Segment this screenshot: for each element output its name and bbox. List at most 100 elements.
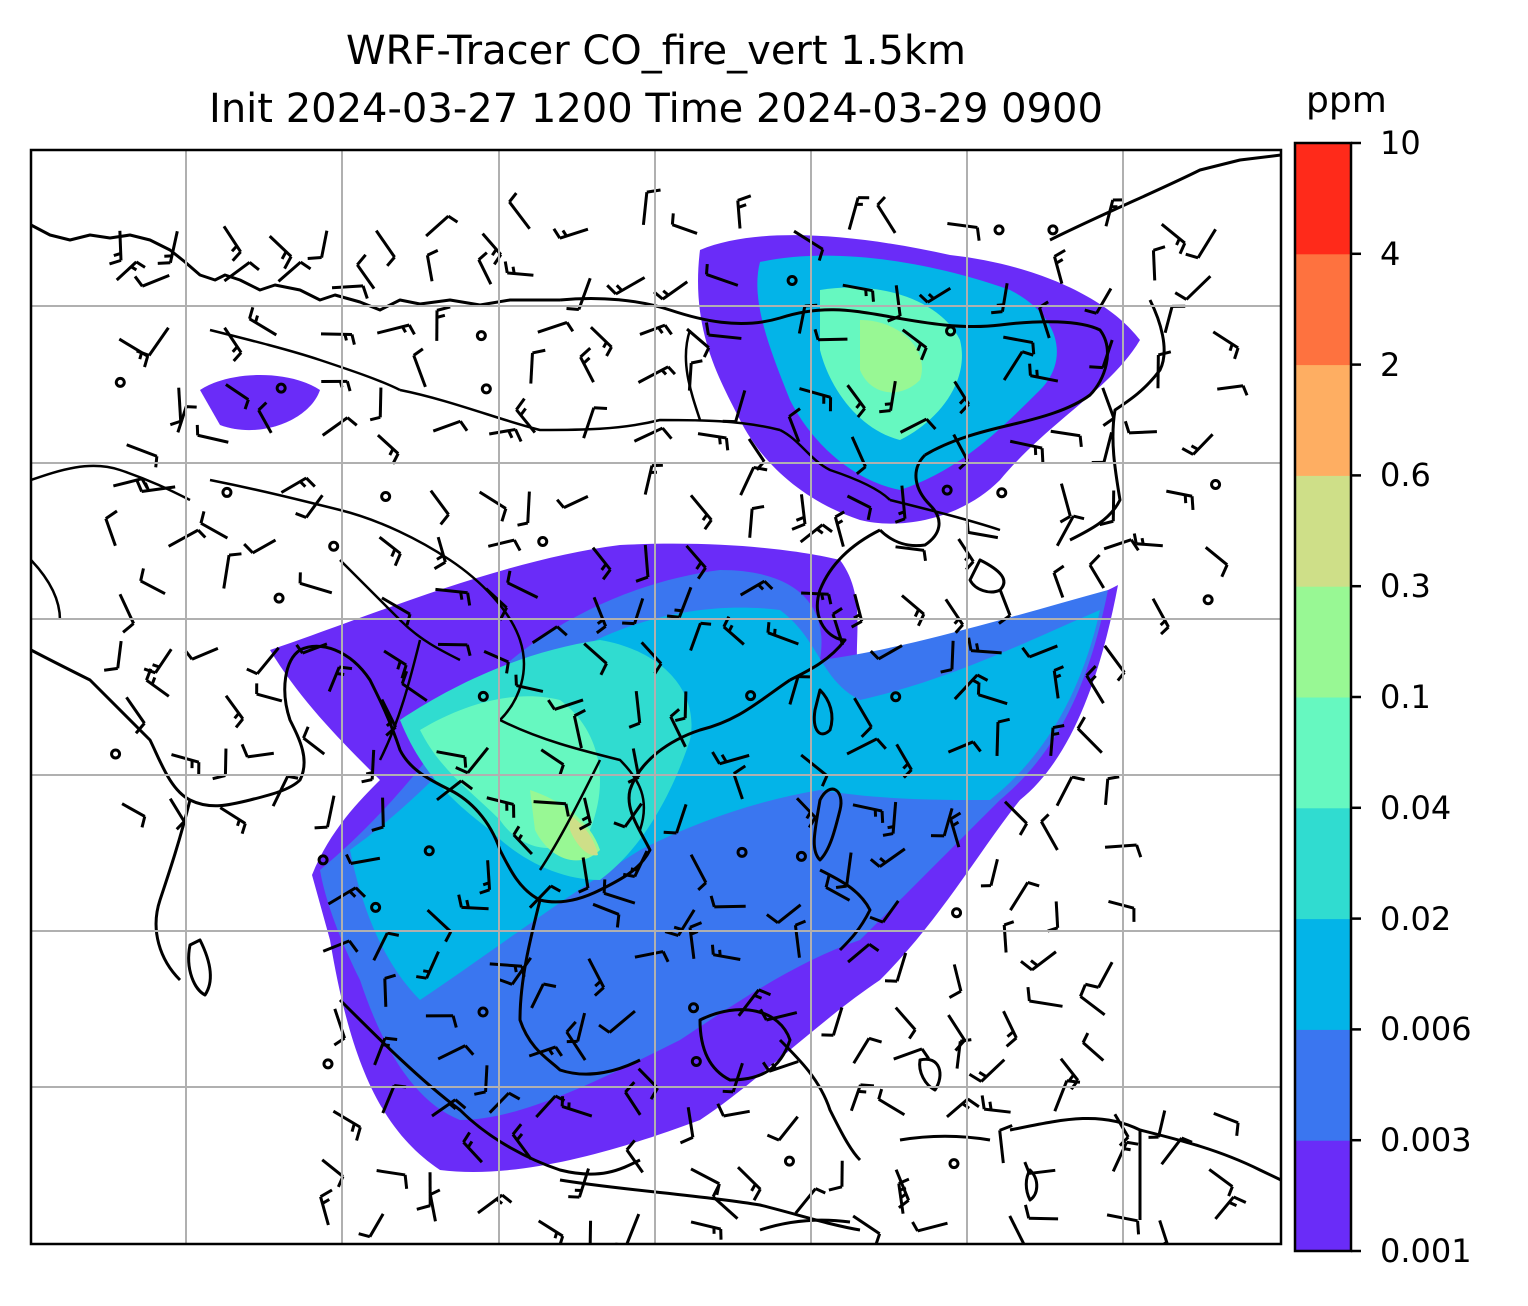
wind-barb bbox=[846, 737, 887, 756]
wind-barb bbox=[1028, 363, 1059, 383]
wind-barb bbox=[143, 648, 173, 675]
colorbar-tick-label: 0.04 bbox=[1380, 788, 1452, 827]
wind-barb-calm bbox=[890, 691, 902, 703]
wind-barb bbox=[947, 1014, 966, 1052]
wind-barb bbox=[653, 280, 689, 301]
wind-barb bbox=[307, 230, 329, 261]
wind-barb bbox=[1160, 223, 1187, 255]
wind-barb bbox=[426, 908, 453, 943]
wind-barb bbox=[1085, 665, 1105, 704]
wind-barb bbox=[512, 825, 534, 856]
wind-barb-calm bbox=[783, 1155, 795, 1167]
coastlines bbox=[31, 153, 1281, 1232]
wind-barb bbox=[853, 697, 873, 738]
wind-barb bbox=[748, 504, 765, 538]
wind-barb bbox=[376, 1169, 409, 1189]
wind-barb bbox=[257, 401, 273, 434]
wind-barb bbox=[879, 380, 897, 414]
wind-barb bbox=[606, 276, 646, 296]
wind-barb-calm bbox=[114, 376, 126, 388]
wind-barb bbox=[876, 195, 897, 234]
wind-barb bbox=[1166, 489, 1195, 511]
wind-barb bbox=[1053, 248, 1066, 285]
wind-barb bbox=[637, 365, 677, 384]
wind-barb bbox=[980, 1095, 1011, 1114]
wind-barb bbox=[894, 485, 907, 524]
wind-barb bbox=[828, 1160, 844, 1192]
wind-barb bbox=[615, 1213, 641, 1244]
wind-barb-calm bbox=[475, 330, 487, 342]
wind-barb bbox=[225, 383, 250, 410]
wind-barb bbox=[126, 443, 159, 468]
colorbar bbox=[1293, 141, 1361, 1253]
wind-barb bbox=[736, 194, 752, 229]
wind-barb bbox=[240, 743, 275, 759]
wind-barb-calm bbox=[745, 690, 757, 702]
wind-barb bbox=[613, 802, 643, 829]
wind-barb bbox=[484, 587, 508, 621]
wind-barb bbox=[869, 900, 900, 924]
wind-barb bbox=[833, 510, 845, 547]
wind-barb-calm bbox=[480, 383, 492, 395]
wind-barb bbox=[437, 1044, 475, 1061]
wind-barb bbox=[277, 260, 312, 283]
wind-barb bbox=[568, 1168, 590, 1199]
wind-barb bbox=[121, 802, 147, 828]
wind-barb bbox=[195, 424, 229, 444]
wind-barb bbox=[894, 1006, 917, 1040]
wind-barb bbox=[133, 274, 170, 288]
wind-barb bbox=[1163, 304, 1186, 334]
wind-barb bbox=[911, 1221, 948, 1233]
wind-barb bbox=[103, 640, 123, 672]
wind-barb bbox=[690, 1220, 723, 1240]
wind-barb bbox=[847, 943, 880, 964]
wind-barb bbox=[319, 1188, 333, 1226]
wind-barb bbox=[295, 494, 324, 519]
wind-barb bbox=[852, 1036, 883, 1065]
wind-barb bbox=[957, 538, 975, 571]
wind-barb bbox=[849, 1083, 875, 1112]
wind-barb bbox=[877, 1088, 906, 1117]
wind-barb bbox=[222, 552, 242, 589]
wind-barb bbox=[1104, 198, 1124, 227]
wind-barb bbox=[793, 229, 825, 262]
wind-barb bbox=[508, 192, 531, 230]
wind-barb bbox=[1214, 1195, 1247, 1220]
wind-barb bbox=[711, 1184, 739, 1220]
wind-barb bbox=[1049, 724, 1065, 756]
wind-barb bbox=[248, 306, 278, 337]
wind-barb bbox=[602, 879, 636, 905]
wind-barb bbox=[376, 323, 416, 336]
wind-barb bbox=[685, 544, 707, 580]
colorbar-tick-label: 0.006 bbox=[1380, 1010, 1472, 1049]
wind-barb bbox=[371, 797, 385, 832]
wind-barb bbox=[435, 305, 451, 341]
wind-barb bbox=[1123, 420, 1157, 435]
wind-barb bbox=[1174, 275, 1212, 301]
wind-barb bbox=[1002, 920, 1015, 953]
wind-barb bbox=[846, 384, 866, 418]
wind-barb bbox=[998, 1124, 1013, 1164]
wind-barb bbox=[1053, 1079, 1081, 1112]
wind-barb bbox=[622, 850, 649, 878]
wind-barb bbox=[176, 405, 197, 433]
wind-barb bbox=[794, 1187, 826, 1215]
colorbar-segment bbox=[1295, 807, 1351, 920]
wind-barb bbox=[578, 857, 590, 894]
wind-barb bbox=[598, 1009, 636, 1034]
wind-barb bbox=[219, 806, 247, 835]
wind-barb bbox=[506, 570, 539, 599]
wind-barb bbox=[761, 1060, 799, 1073]
colorbar-segment bbox=[1295, 1029, 1351, 1141]
wind-barb bbox=[169, 387, 183, 427]
wind-barb bbox=[944, 598, 965, 634]
wind-barb bbox=[376, 433, 400, 465]
wind-barb bbox=[556, 494, 589, 510]
colorbar-unit-label: ppm bbox=[1306, 80, 1387, 121]
wind-barb bbox=[503, 261, 534, 277]
wind-barb bbox=[321, 379, 352, 392]
wind-barb bbox=[918, 286, 952, 304]
wind-barb bbox=[1204, 546, 1229, 578]
wind-barb bbox=[666, 586, 693, 619]
wind-barb bbox=[689, 853, 708, 891]
